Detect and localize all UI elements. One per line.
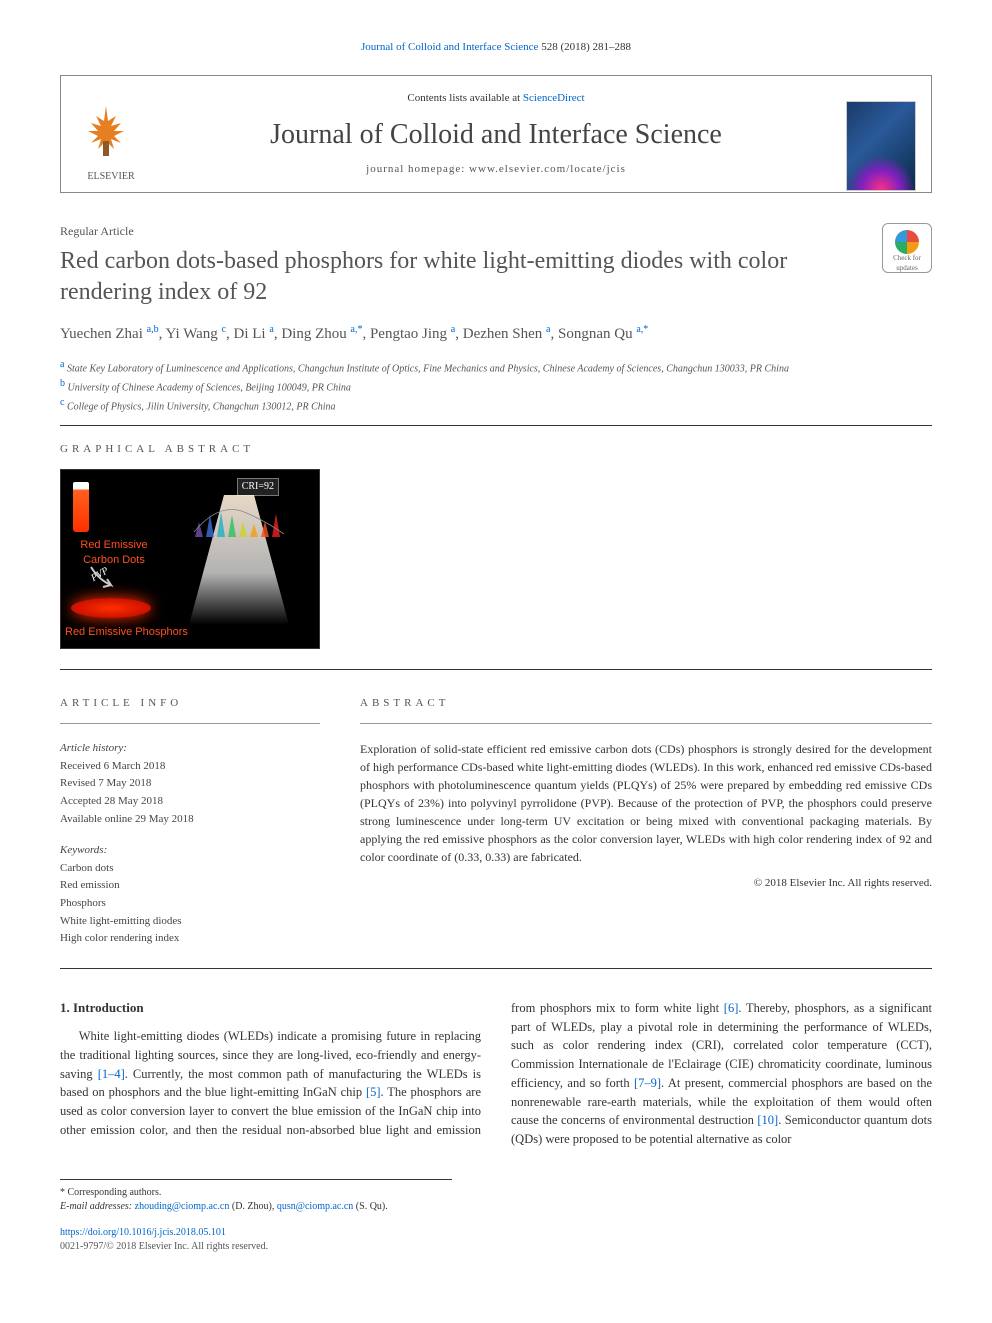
doi-link[interactable]: https://doi.org/10.1016/j.jcis.2018.05.1… <box>60 1227 226 1238</box>
elsevier-tree-icon <box>76 101 136 161</box>
history-line: Received 6 March 2018 <box>60 758 320 776</box>
body-paragraph: White light-emitting diodes (WLEDs) indi… <box>60 999 932 1149</box>
ga-vial-icon <box>73 482 89 532</box>
keywords-label: Keywords: <box>60 842 320 860</box>
journal-name: Journal of Colloid and Interface Science <box>81 115 911 154</box>
corresponding-authors-label: * Corresponding authors. <box>60 1186 452 1200</box>
ga-arrow-icon <box>89 565 119 590</box>
divider <box>360 723 932 724</box>
divider <box>60 425 932 426</box>
graphical-abstract-figure: Red Emissive Carbon Dots PVP Red Emissiv… <box>60 469 320 649</box>
email-link[interactable]: qusn@ciomp.ac.cn <box>277 1201 353 1212</box>
history-line: Revised 7 May 2018 <box>60 775 320 793</box>
email-line: E-mail addresses: zhouding@ciomp.ac.cn (… <box>60 1200 452 1214</box>
affiliation-line: b University of Chinese Academy of Scien… <box>60 376 932 395</box>
citation-ref[interactable]: [10] <box>757 1113 778 1127</box>
journal-homepage: journal homepage: www.elsevier.com/locat… <box>81 162 911 177</box>
ga-label-phosphors: Red Emissive Phosphors <box>65 625 205 640</box>
affiliation-ref[interactable]: c <box>222 324 226 335</box>
author-list: Yuechen Zhai a,b, Yi Wang c, Di Li a, Di… <box>60 323 932 345</box>
ga-phosphor-dish-icon <box>71 598 151 618</box>
affiliation-ref[interactable]: * <box>357 324 362 335</box>
affiliation-ref[interactable]: a <box>451 324 455 335</box>
doi-line: https://doi.org/10.1016/j.jcis.2018.05.1… <box>60 1226 932 1240</box>
body-text: 1. Introduction White light-emitting dio… <box>60 999 932 1149</box>
abstract-label: ABSTRACT <box>360 696 932 711</box>
journal-header: ELSEVIER Contents lists available at Sci… <box>60 75 932 193</box>
history-label: Article history: <box>60 740 320 758</box>
keyword-line: Carbon dots <box>60 860 320 878</box>
contents-list-line: Contents lists available at ScienceDirec… <box>81 91 911 106</box>
publisher-logo: ELSEVIER <box>76 101 146 183</box>
affiliation-ref[interactable]: * <box>643 324 648 335</box>
history-line: Available online 29 May 2018 <box>60 811 320 829</box>
affiliation-ref[interactable]: a <box>269 324 273 335</box>
article-info-label: ARTICLE INFO <box>60 696 320 711</box>
abstract-text: Exploration of solid-state efficient red… <box>360 740 932 866</box>
divider <box>60 968 932 969</box>
keyword-line: White light-emitting diodes <box>60 913 320 931</box>
divider <box>60 669 932 670</box>
publisher-name: ELSEVIER <box>76 170 146 184</box>
citation-vol-pages: 528 (2018) 281–288 <box>538 41 631 53</box>
citation-line: Journal of Colloid and Interface Science… <box>60 40 932 55</box>
keyword-line: Red emission <box>60 877 320 895</box>
divider <box>60 723 320 724</box>
sciencedirect-link[interactable]: ScienceDirect <box>523 92 585 104</box>
ga-spectrum-icon <box>189 492 289 537</box>
article-title: Red carbon dots-based phosphors for whit… <box>60 246 932 308</box>
abstract-copyright: © 2018 Elsevier Inc. All rights reserved… <box>360 876 932 891</box>
affiliation-ref[interactable]: b <box>154 324 159 335</box>
article-type: Regular Article <box>60 223 932 240</box>
graphical-abstract-label: GRAPHICAL ABSTRACT <box>60 442 932 457</box>
affiliation-line: c College of Physics, Jilin University, … <box>60 395 932 414</box>
affiliation-ref[interactable]: a <box>546 324 550 335</box>
issn-line: 0021-9797/© 2018 Elsevier Inc. All right… <box>60 1240 932 1254</box>
section-heading: 1. Introduction <box>60 999 481 1017</box>
citation-ref[interactable]: [5] <box>366 1085 381 1099</box>
keyword-line: Phosphors <box>60 895 320 913</box>
affiliation-list: a State Key Laboratory of Luminescence a… <box>60 357 932 415</box>
affiliation-line: a State Key Laboratory of Luminescence a… <box>60 357 932 376</box>
citation-ref[interactable]: [1–4] <box>98 1067 125 1081</box>
article-info-block: Article history: Received 6 March 2018Re… <box>60 740 320 948</box>
citation-journal-link[interactable]: Journal of Colloid and Interface Science <box>361 41 538 53</box>
email-link[interactable]: zhouding@ciomp.ac.cn <box>135 1201 230 1212</box>
citation-ref[interactable]: [6] <box>724 1001 739 1015</box>
info-abstract-row: ARTICLE INFO Article history: Received 6… <box>60 680 932 948</box>
article-header: Check for updates Regular Article Red ca… <box>60 223 932 414</box>
keyword-line: High color rendering index <box>60 930 320 948</box>
history-line: Accepted 28 May 2018 <box>60 793 320 811</box>
journal-cover-thumbnail <box>846 101 916 191</box>
footnote-block: * Corresponding authors. E-mail addresse… <box>60 1179 452 1214</box>
citation-ref[interactable]: [7–9] <box>634 1076 661 1090</box>
check-for-updates-badge[interactable]: Check for updates <box>882 223 932 273</box>
